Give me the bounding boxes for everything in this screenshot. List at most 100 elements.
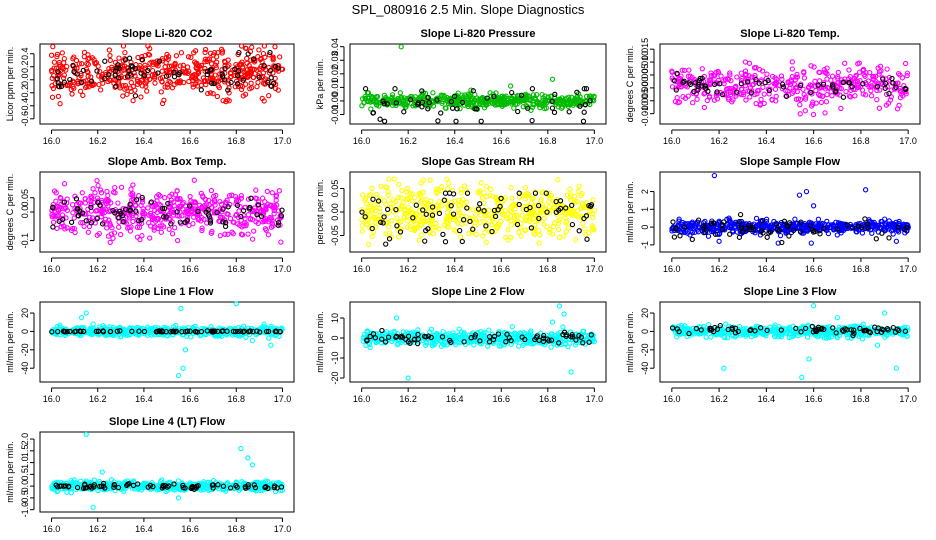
data-point [779, 81, 786, 87]
data-point [163, 73, 170, 79]
data-point [61, 223, 67, 229]
data-point [516, 343, 522, 349]
data-point [245, 51, 251, 57]
data-point [245, 231, 251, 237]
x-tick-label: 16.6 [493, 394, 511, 404]
data-point [405, 204, 411, 210]
data-point [567, 186, 573, 192]
data-point [764, 234, 770, 240]
data-point [79, 61, 85, 67]
data-point [817, 69, 823, 76]
data-point [789, 59, 795, 65]
data-point [484, 95, 490, 101]
data-point [141, 72, 147, 79]
y-axis-label: kPa per min. [315, 59, 325, 110]
y-axis-label: Licor ppm per min. [5, 47, 15, 122]
data-point [109, 64, 115, 70]
data-point [96, 81, 102, 88]
data-point [270, 223, 276, 229]
series-selected [362, 86, 593, 124]
data-point [484, 97, 490, 103]
data-point [699, 75, 705, 81]
data-point [737, 211, 744, 218]
data-point [82, 84, 89, 91]
x-tick-label: 16.8 [852, 264, 870, 274]
data-point [719, 91, 726, 98]
data-point [824, 84, 831, 91]
x-tick-label: 16.4 [758, 264, 776, 274]
data-point [460, 95, 466, 101]
data-point [456, 326, 462, 332]
data-point [191, 50, 197, 56]
data-point [479, 195, 486, 201]
data-point [159, 222, 165, 228]
data-point [695, 87, 701, 93]
data-point [212, 202, 218, 208]
data-point [734, 74, 740, 80]
x-tick-label: 16.2 [399, 136, 417, 146]
data-point [419, 91, 425, 97]
data-point [761, 91, 767, 97]
data-point [128, 88, 134, 95]
data-point [267, 67, 273, 74]
data-point [80, 67, 86, 74]
data-point [273, 197, 279, 203]
data-point [92, 190, 98, 196]
data-point [890, 80, 896, 86]
data-point [413, 202, 419, 208]
data-point [175, 78, 181, 85]
data-point [777, 232, 784, 239]
data-point [85, 229, 91, 235]
data-point [816, 85, 823, 91]
data-point [255, 79, 261, 86]
data-point [470, 88, 476, 94]
data-point [88, 78, 95, 84]
data-point [876, 69, 883, 75]
data-point [705, 233, 712, 239]
y-tick-label: -20 [330, 371, 340, 384]
data-point [139, 54, 145, 60]
data-point [70, 62, 76, 69]
data-point [587, 98, 593, 104]
data-point [715, 70, 722, 76]
data-point [670, 219, 676, 225]
data-point [395, 234, 402, 240]
data-point [145, 67, 151, 74]
data-point [177, 70, 183, 76]
data-point [727, 72, 733, 78]
data-point [130, 97, 136, 104]
data-point [806, 84, 812, 90]
x-tick-label: 16.0 [43, 394, 61, 404]
data-point [248, 85, 255, 91]
data-point [785, 88, 791, 94]
chart-title: Slope Sample Flow [740, 156, 841, 168]
data-point [480, 233, 486, 239]
data-point [130, 182, 136, 188]
data-point [862, 92, 869, 98]
data-point [71, 215, 77, 221]
data-point [76, 199, 82, 206]
data-point-outlier [893, 238, 900, 244]
data-point [85, 81, 91, 87]
data-point-outlier [568, 369, 574, 375]
data-point-outlier [78, 314, 85, 321]
y-axis-label: ml/min per min. [5, 311, 15, 373]
data-point [268, 83, 275, 89]
data-point [788, 78, 794, 85]
data-point [55, 80, 61, 86]
data-point [81, 223, 87, 230]
chart-title: Slope Li-820 Temp. [740, 28, 839, 40]
data-point-outlier [810, 203, 817, 209]
data-point [565, 344, 571, 350]
data-point [555, 104, 561, 110]
plot-frame [659, 301, 921, 383]
data-point [828, 89, 834, 95]
data-point [254, 83, 260, 90]
data-point [239, 232, 246, 238]
chart-title: Slope Gas Stream RH [421, 156, 534, 168]
data-point [106, 217, 112, 223]
data-point [671, 78, 678, 84]
data-point [198, 87, 204, 93]
data-point [536, 240, 542, 246]
